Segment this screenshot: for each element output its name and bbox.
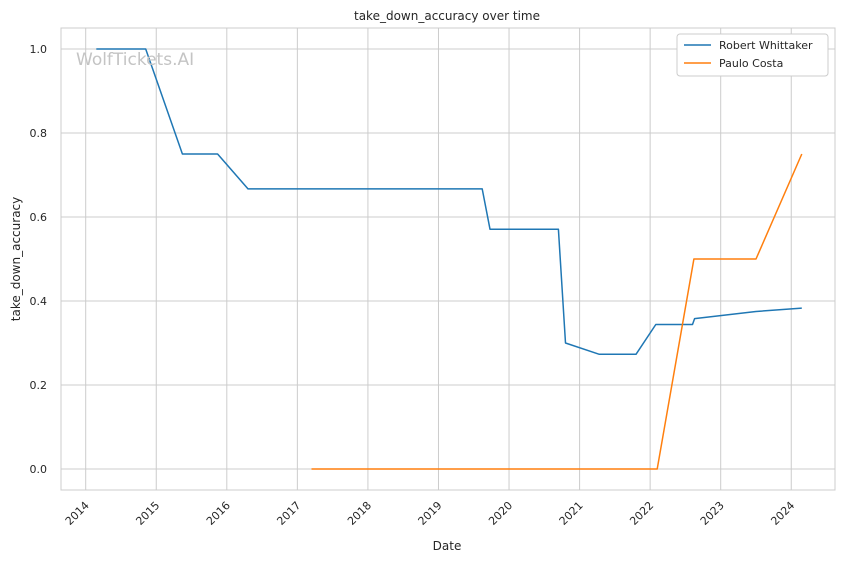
series-line-robert-whittaker bbox=[96, 48, 802, 356]
x-tick-label: 2014 bbox=[63, 499, 92, 528]
x-tick-label: 2022 bbox=[627, 499, 656, 528]
series-layer bbox=[96, 48, 803, 470]
x-axis: 2014 2015 2016 2017 2018 2019 2020 2021 2022 2023… bbox=[63, 499, 798, 528]
plot-area bbox=[60, 27, 836, 491]
x-tick-label: 2017 bbox=[274, 499, 303, 528]
x-tick-label: 2018 bbox=[345, 499, 374, 528]
x-tick-label: 2023 bbox=[698, 499, 727, 528]
legend-box bbox=[676, 33, 829, 77]
y-tick-label: 0.8 bbox=[30, 127, 48, 140]
x-tick-label: 2020 bbox=[486, 499, 515, 528]
y-axis: 0.0 0.2 0.4 0.6 0.8 1.0 bbox=[30, 43, 48, 476]
y-tick-label: 0.0 bbox=[30, 463, 48, 476]
y-tick-label: 0.6 bbox=[30, 211, 48, 224]
x-tick-label: 2015 bbox=[133, 499, 162, 528]
x-tick-label: 2019 bbox=[416, 499, 445, 528]
y-tick-label: 1.0 bbox=[30, 43, 48, 56]
x-axis-label: Date bbox=[433, 539, 462, 553]
x-tick-label: 2016 bbox=[204, 499, 233, 528]
watermark: WolfTickets.AI bbox=[76, 50, 194, 70]
legend: Robert Whittaker Paulo Costa bbox=[676, 33, 829, 77]
grid-lines bbox=[61, 28, 835, 490]
y-tick-label: 0.4 bbox=[30, 295, 48, 308]
legend-label-robert-whittaker: Robert Whittaker bbox=[719, 39, 813, 52]
legend-label-paulo-costa: Paulo Costa bbox=[719, 57, 783, 70]
x-tick-label: 2024 bbox=[768, 499, 797, 528]
y-tick-label: 0.2 bbox=[30, 379, 48, 392]
x-tick-label: 2021 bbox=[557, 499, 586, 528]
chart-title: take_down_accuracy over time bbox=[354, 9, 540, 23]
series-line-paulo-costa bbox=[311, 153, 803, 470]
y-axis-label: take_down_accuracy bbox=[9, 197, 23, 321]
